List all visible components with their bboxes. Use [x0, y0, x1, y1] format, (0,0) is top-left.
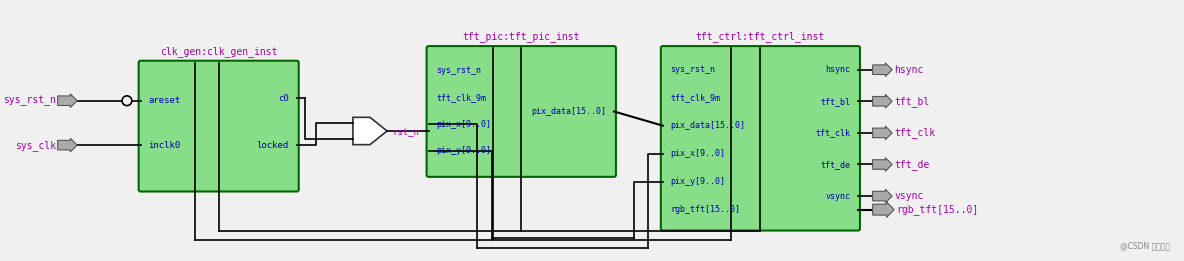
Polygon shape: [353, 117, 387, 145]
Text: hsync: hsync: [894, 65, 924, 75]
FancyBboxPatch shape: [139, 61, 298, 192]
Text: tft_bl: tft_bl: [894, 96, 929, 107]
Text: sys_clk: sys_clk: [14, 140, 56, 151]
Text: tft_bl: tft_bl: [821, 97, 850, 106]
Polygon shape: [873, 94, 893, 108]
Polygon shape: [873, 158, 893, 171]
Text: pix_x[9..0]: pix_x[9..0]: [437, 120, 491, 129]
Text: pix_data[15..0]: pix_data[15..0]: [532, 107, 606, 116]
Text: tft_clk_9m: tft_clk_9m: [437, 93, 487, 102]
Text: rst_n: rst_n: [392, 128, 419, 137]
Polygon shape: [58, 94, 77, 108]
Polygon shape: [873, 189, 893, 203]
Text: @CSDN 技术博客: @CSDN 技术博客: [1120, 241, 1170, 250]
Text: sys_rst_n: sys_rst_n: [670, 65, 715, 74]
Text: hsync: hsync: [825, 65, 850, 74]
Text: sys_rst_n: sys_rst_n: [2, 96, 56, 106]
Text: tft_clk_9m: tft_clk_9m: [670, 93, 721, 102]
Text: pix_y[9..0]: pix_y[9..0]: [670, 177, 726, 186]
Text: clk_gen:clk_gen_inst: clk_gen:clk_gen_inst: [160, 46, 277, 57]
Text: tft_clk: tft_clk: [894, 127, 935, 138]
Text: tft_ctrl:tft_ctrl_inst: tft_ctrl:tft_ctrl_inst: [696, 31, 825, 42]
Text: vsync: vsync: [894, 191, 924, 201]
Polygon shape: [873, 202, 894, 217]
Text: pix_y[9..0]: pix_y[9..0]: [437, 146, 491, 155]
Text: vsync: vsync: [825, 192, 850, 201]
Text: inclk0: inclk0: [148, 141, 181, 150]
Text: sys_rst_n: sys_rst_n: [437, 66, 482, 75]
Text: rgb_tft[15..0]: rgb_tft[15..0]: [670, 205, 741, 214]
Text: c0: c0: [278, 94, 289, 103]
Text: tft_de: tft_de: [894, 159, 929, 170]
Polygon shape: [873, 126, 893, 140]
Text: locked: locked: [257, 141, 289, 150]
FancyBboxPatch shape: [426, 46, 616, 177]
Polygon shape: [873, 63, 893, 76]
Text: areset: areset: [148, 96, 181, 105]
FancyBboxPatch shape: [661, 46, 860, 230]
Text: tft_de: tft_de: [821, 160, 850, 169]
Text: rgb_tft[15..0]: rgb_tft[15..0]: [896, 204, 978, 215]
Text: tft_pic:tft_pic_inst: tft_pic:tft_pic_inst: [463, 31, 580, 42]
Text: pix_data[15..0]: pix_data[15..0]: [670, 121, 746, 130]
Polygon shape: [58, 138, 77, 152]
Text: tft_clk: tft_clk: [816, 128, 850, 137]
Text: pix_x[9..0]: pix_x[9..0]: [670, 149, 726, 158]
